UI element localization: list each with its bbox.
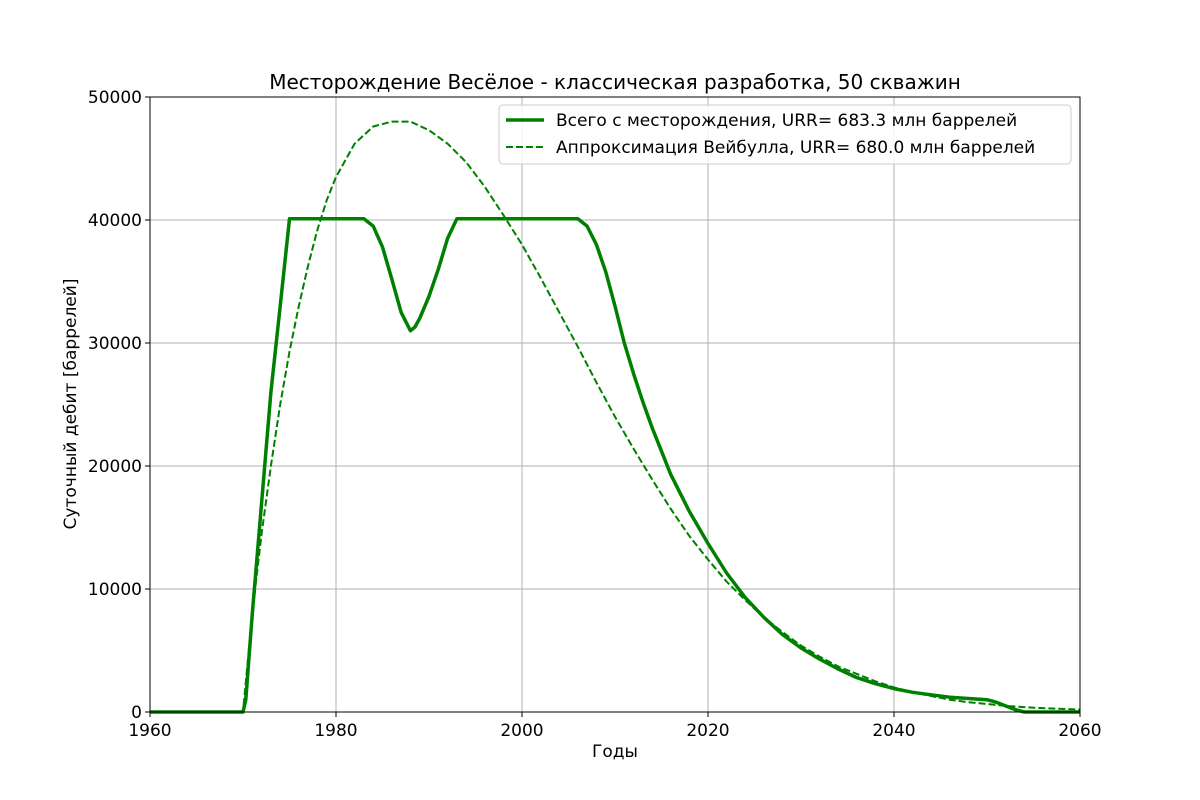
x-tick-label: 2000 [500,721,543,741]
x-tick-label: 1960 [128,721,171,741]
chart-title: Месторождение Весёлое - классическая раз… [269,70,961,94]
legend-entry-total: Всего с месторождения, URR= 683.3 млн ба… [556,111,1017,131]
y-axis-label: Суточный дебит [баррелей] [61,279,81,530]
axis-ticks: 1960 1980 2000 2020 2040 2060 0 10000 20000 30000… [88,88,1102,741]
y-tick-label: 30000 [88,334,142,354]
plot-frame [149,96,1081,713]
legend-box [498,104,1072,165]
x-axis-label: Годы [592,742,638,762]
x-tick-label: 2020 [686,721,729,741]
y-tick-label: 50000 [88,88,142,108]
grid [149,96,1081,713]
series-line-total [150,217,1080,714]
x-tick-label: 2060 [1058,721,1101,741]
y-tick-label: 0 [131,703,142,723]
y-tick-label: 20000 [88,457,142,477]
x-tick-label: 1980 [314,721,357,741]
y-tick-label: 10000 [88,580,142,600]
y-tick-label: 40000 [88,211,142,231]
legend: Всего с месторождения, URR= 683.3 млн ба… [498,104,1072,165]
series-area [150,120,1080,714]
x-tick-label: 2040 [872,721,915,741]
legend-entry-weibull: Аппроксимация Вейбулла, URR= 680.0 млн б… [556,138,1035,158]
series-line-weibull [150,120,1080,713]
